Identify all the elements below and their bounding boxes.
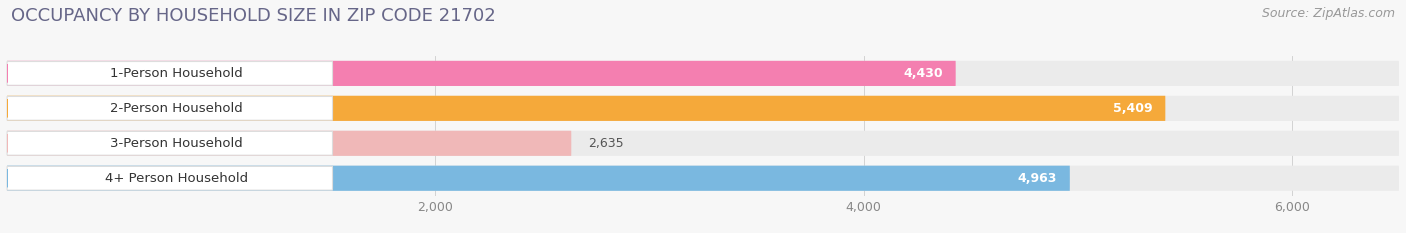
FancyBboxPatch shape xyxy=(7,131,1399,156)
Text: 2-Person Household: 2-Person Household xyxy=(110,102,243,115)
Text: 3-Person Household: 3-Person Household xyxy=(110,137,243,150)
FancyBboxPatch shape xyxy=(7,61,956,86)
Text: 1-Person Household: 1-Person Household xyxy=(110,67,243,80)
Text: 4,963: 4,963 xyxy=(1018,172,1057,185)
Text: 2,635: 2,635 xyxy=(589,137,624,150)
Text: 4,430: 4,430 xyxy=(903,67,943,80)
Text: OCCUPANCY BY HOUSEHOLD SIZE IN ZIP CODE 21702: OCCUPANCY BY HOUSEHOLD SIZE IN ZIP CODE … xyxy=(11,7,496,25)
FancyBboxPatch shape xyxy=(7,62,333,85)
FancyBboxPatch shape xyxy=(7,166,333,190)
Text: 5,409: 5,409 xyxy=(1114,102,1153,115)
FancyBboxPatch shape xyxy=(7,61,1399,86)
Text: Source: ZipAtlas.com: Source: ZipAtlas.com xyxy=(1261,7,1395,20)
FancyBboxPatch shape xyxy=(7,96,1166,121)
FancyBboxPatch shape xyxy=(7,166,1070,191)
FancyBboxPatch shape xyxy=(7,166,1399,191)
Text: 4+ Person Household: 4+ Person Household xyxy=(104,172,247,185)
FancyBboxPatch shape xyxy=(7,131,333,155)
FancyBboxPatch shape xyxy=(7,96,333,120)
FancyBboxPatch shape xyxy=(7,131,571,156)
FancyBboxPatch shape xyxy=(7,96,1399,121)
